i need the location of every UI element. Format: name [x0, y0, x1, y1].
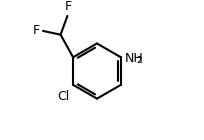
Text: Cl: Cl: [57, 90, 69, 103]
Text: 2: 2: [136, 56, 142, 65]
Text: F: F: [65, 0, 72, 13]
Text: F: F: [33, 24, 40, 37]
Text: NH: NH: [125, 52, 143, 65]
